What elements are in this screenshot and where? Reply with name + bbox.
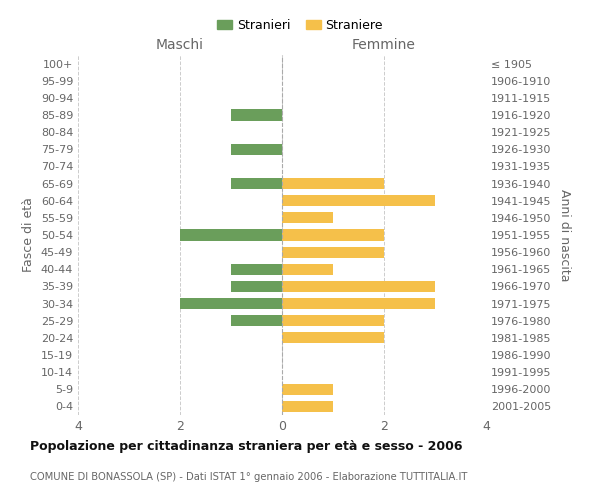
Bar xyxy=(282,212,333,224)
Bar xyxy=(231,281,282,292)
Bar xyxy=(231,315,282,326)
Bar xyxy=(231,144,282,155)
Bar xyxy=(282,281,435,292)
Bar xyxy=(231,264,282,275)
Legend: Stranieri, Straniere: Stranieri, Straniere xyxy=(212,14,388,37)
Bar xyxy=(231,110,282,120)
Y-axis label: Anni di nascita: Anni di nascita xyxy=(558,188,571,281)
Bar xyxy=(180,230,282,240)
Text: Popolazione per cittadinanza straniera per età e sesso - 2006: Popolazione per cittadinanza straniera p… xyxy=(30,440,463,453)
Bar xyxy=(282,384,333,395)
Bar xyxy=(180,298,282,309)
Bar xyxy=(282,298,435,309)
Text: Femmine: Femmine xyxy=(352,38,416,52)
Bar xyxy=(282,230,384,240)
Text: COMUNE DI BONASSOLA (SP) - Dati ISTAT 1° gennaio 2006 - Elaborazione TUTTITALIA.: COMUNE DI BONASSOLA (SP) - Dati ISTAT 1°… xyxy=(30,472,467,482)
Bar xyxy=(282,332,384,344)
Bar xyxy=(282,246,384,258)
Bar xyxy=(282,315,384,326)
Bar xyxy=(282,264,333,275)
Text: Maschi: Maschi xyxy=(156,38,204,52)
Y-axis label: Fasce di età: Fasce di età xyxy=(22,198,35,272)
Bar xyxy=(282,178,384,189)
Bar xyxy=(231,178,282,189)
Bar xyxy=(282,401,333,412)
Bar xyxy=(282,195,435,206)
